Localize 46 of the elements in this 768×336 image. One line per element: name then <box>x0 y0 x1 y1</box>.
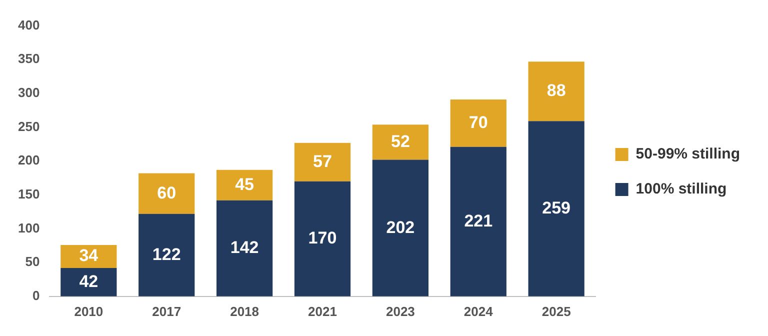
data-label: 88 <box>546 81 566 100</box>
data-label: 34 <box>79 246 99 266</box>
x-tick-label: 2010 <box>74 304 104 319</box>
data-label: 52 <box>390 132 410 151</box>
data-label: 122 <box>152 244 181 264</box>
data-label: 170 <box>308 228 337 248</box>
bar <box>60 244 117 268</box>
y-tick-label: 250 <box>18 118 40 134</box>
bar <box>528 62 584 122</box>
data-label: 57 <box>313 152 332 171</box>
bar <box>372 160 428 296</box>
y-tick-label: 0 <box>32 288 40 303</box>
x-tick-label: 2021 <box>308 304 337 319</box>
bar <box>294 142 351 182</box>
bar <box>450 146 506 296</box>
data-label: 60 <box>157 183 176 202</box>
data-label: 221 <box>464 211 493 230</box>
data-label: 42 <box>79 272 98 291</box>
data-label: 259 <box>542 198 571 218</box>
data-label: 45 <box>235 174 254 194</box>
data-label: 142 <box>230 238 259 258</box>
bar <box>216 170 273 200</box>
bar <box>450 100 506 147</box>
bar <box>528 121 584 296</box>
x-tick-label: 2024 <box>464 304 494 319</box>
y-tick-label: 200 <box>18 152 40 168</box>
bar <box>138 214 195 296</box>
bar <box>372 124 428 160</box>
x-tick-label: 2025 <box>542 304 571 319</box>
bar <box>294 181 351 296</box>
bar <box>138 173 195 214</box>
y-tick-label: 100 <box>18 220 40 236</box>
legend-label: 50-99% stilling <box>636 146 740 163</box>
y-tick-label: 300 <box>18 85 40 100</box>
data-label: 202 <box>386 218 415 237</box>
y-tick-label: 150 <box>18 186 40 202</box>
y-tick-label: 400 <box>18 17 40 32</box>
x-tick-label: 2017 <box>152 304 182 319</box>
bar <box>216 200 273 296</box>
legend-label: 100% stilling <box>636 180 727 198</box>
y-tick-label: 350 <box>18 51 40 66</box>
x-tick-label: 2018 <box>230 304 260 319</box>
data-label: 70 <box>468 112 488 132</box>
bar <box>60 268 117 296</box>
x-tick-label: 2023 <box>386 304 415 319</box>
y-tick-label: 50 <box>25 254 40 270</box>
